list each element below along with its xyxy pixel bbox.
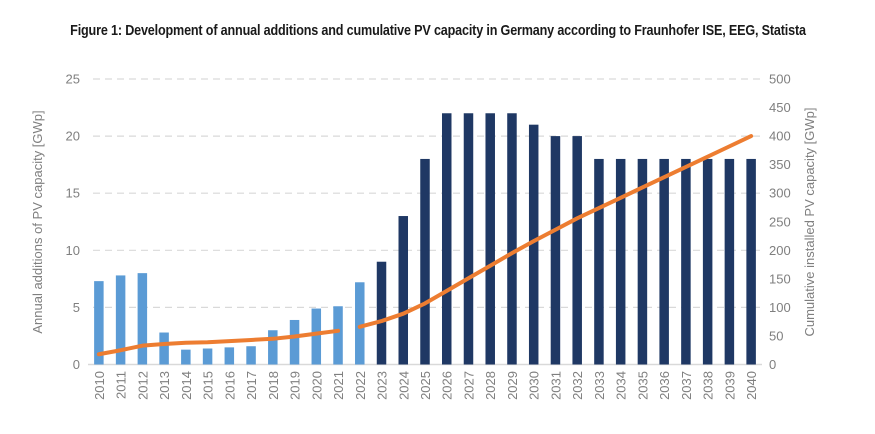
x-axis-label-2010: 2010 xyxy=(92,371,107,400)
left-axis-tick-25: 25 xyxy=(66,72,80,87)
bar-2034 xyxy=(615,158,626,365)
bar-2019 xyxy=(289,319,300,365)
bar-2020 xyxy=(311,308,322,365)
bar-2010 xyxy=(94,281,104,365)
right-axis-tick-200: 200 xyxy=(769,243,791,258)
bar-2013 xyxy=(159,332,169,365)
x-axis-label-2023: 2023 xyxy=(375,371,390,400)
bar-2014 xyxy=(181,349,191,365)
bar-2027 xyxy=(463,113,474,365)
x-axis-label-2013: 2013 xyxy=(157,371,172,400)
right-axis-tick-0: 0 xyxy=(769,357,776,372)
left-axis-tick-0: 0 xyxy=(73,357,80,372)
x-axis-label-2028: 2028 xyxy=(483,371,498,400)
bar-2022 xyxy=(355,282,365,365)
bar-2024 xyxy=(398,216,409,365)
x-axis-label-2012: 2012 xyxy=(135,371,150,400)
x-axis-label-2038: 2038 xyxy=(701,371,716,400)
x-axis-label-2037: 2037 xyxy=(679,371,694,400)
bar-2021 xyxy=(333,306,343,365)
cumulative-line-segment-2 xyxy=(357,134,754,329)
x-axis-label-2029: 2029 xyxy=(505,371,520,400)
x-axis-label-2040: 2040 xyxy=(744,371,759,400)
right-axis-tick-350: 350 xyxy=(769,157,791,172)
right-axis-tick-450: 450 xyxy=(769,100,791,115)
x-axis-label-2030: 2030 xyxy=(527,371,542,400)
left-axis-tick-20: 20 xyxy=(66,129,80,144)
x-axis-label-2020: 2020 xyxy=(309,371,324,400)
figure-title: Figure 1: Development of annual addition… xyxy=(69,22,806,39)
x-axis-label-2032: 2032 xyxy=(570,371,585,400)
x-axis-label-2031: 2031 xyxy=(548,371,563,400)
left-axis-tick-15: 15 xyxy=(66,186,80,201)
right-axis-tick-400: 400 xyxy=(769,129,791,144)
right-axis-tick-300: 300 xyxy=(769,186,791,201)
x-axis-label-2026: 2026 xyxy=(440,371,455,400)
left-axis-tick-10: 10 xyxy=(66,243,80,258)
left-axis-title: Annual additions of PV capacity [GWp] xyxy=(30,110,45,333)
bar-2026 xyxy=(441,113,452,365)
right-axis-tick-150: 150 xyxy=(769,271,791,286)
right-axis-tick-250: 250 xyxy=(769,214,791,229)
x-axis-label-2024: 2024 xyxy=(396,371,411,400)
x-axis-label-2034: 2034 xyxy=(614,371,629,400)
x-axis-label-2022: 2022 xyxy=(353,371,368,400)
bar-2032 xyxy=(572,136,582,365)
bar-2038 xyxy=(702,158,713,365)
bar-2012 xyxy=(137,273,148,365)
x-axis-label-2016: 2016 xyxy=(222,371,237,400)
bar-2011 xyxy=(115,275,126,365)
bar-2018 xyxy=(268,330,278,365)
bar-2028 xyxy=(485,113,495,365)
bar-2015 xyxy=(202,348,213,365)
bar-2033 xyxy=(594,158,604,365)
bar-2040 xyxy=(746,158,756,365)
bar-2030 xyxy=(528,124,539,365)
bar-2036 xyxy=(659,158,669,365)
x-axis-label-2036: 2036 xyxy=(657,371,672,400)
x-axis-label-2019: 2019 xyxy=(288,371,303,400)
bar-2037 xyxy=(681,158,691,365)
bar-2031 xyxy=(550,136,561,365)
x-axis-label-2021: 2021 xyxy=(331,371,346,400)
x-axis-label-2018: 2018 xyxy=(266,371,281,400)
x-axis-label-2033: 2033 xyxy=(592,371,607,400)
x-axis-label-2027: 2027 xyxy=(461,371,476,400)
right-axis-tick-100: 100 xyxy=(769,300,791,315)
bar-2025 xyxy=(420,158,430,365)
x-axis-label-2025: 2025 xyxy=(418,371,433,400)
right-axis-tick-500: 500 xyxy=(769,72,791,87)
right-axis-title: Cumulative installed PV capacity [GWp] xyxy=(802,107,817,336)
cumulative-line-segment-1 xyxy=(96,328,341,357)
x-axis-label-2017: 2017 xyxy=(244,371,259,400)
x-axis-label-2014: 2014 xyxy=(179,371,194,400)
bar-2039 xyxy=(724,158,735,365)
x-axis-label-2035: 2035 xyxy=(635,371,650,400)
bar-2035 xyxy=(637,158,648,365)
bar-2017 xyxy=(246,346,256,365)
bar-2023 xyxy=(376,261,387,365)
x-axis-label-2011: 2011 xyxy=(114,371,129,399)
bar-2016 xyxy=(224,347,235,365)
left-axis-tick-5: 5 xyxy=(73,300,80,315)
x-axis-label-2015: 2015 xyxy=(201,371,216,400)
bar-2029 xyxy=(507,113,517,365)
x-axis-label-2039: 2039 xyxy=(722,371,737,400)
right-axis-tick-50: 50 xyxy=(769,328,783,343)
